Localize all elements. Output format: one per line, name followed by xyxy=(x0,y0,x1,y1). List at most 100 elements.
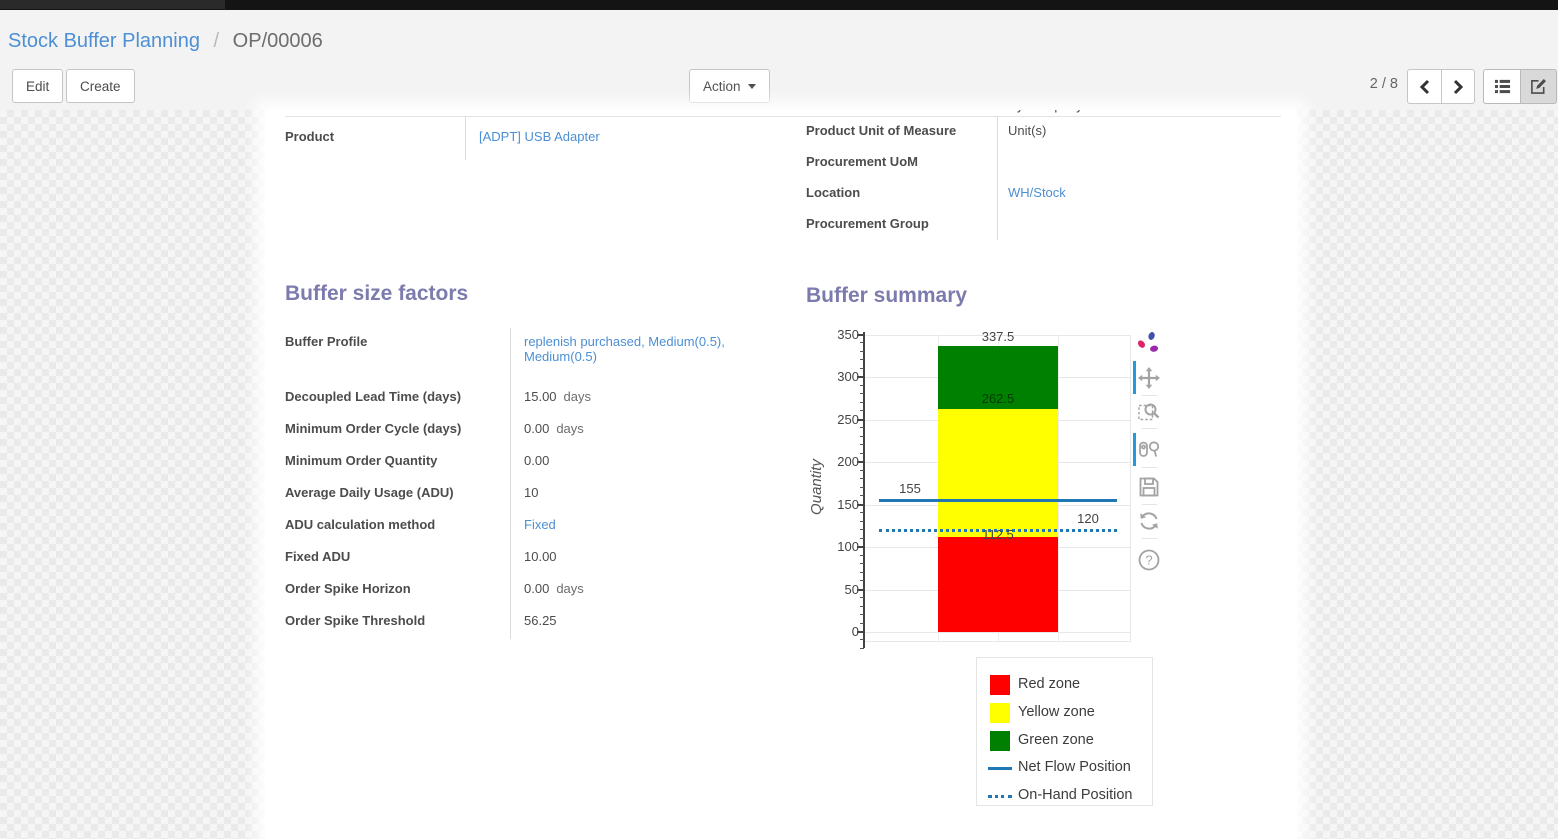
modebar-active-indicator xyxy=(1133,433,1136,466)
y-minor-tick xyxy=(860,529,864,531)
field-value[interactable]: WH/Stock xyxy=(997,178,1280,209)
y-minor-tick xyxy=(860,410,864,412)
field-label: Average Daily Usage (ADU) xyxy=(285,485,454,500)
legend-item[interactable]: Red zone xyxy=(977,674,1152,698)
list-view-button[interactable] xyxy=(1483,69,1520,104)
field-value[interactable]: Fixed xyxy=(510,511,777,543)
y-tick-label: 150 xyxy=(837,496,859,512)
svg-text:?: ? xyxy=(1145,553,1152,568)
create-button-label: Create xyxy=(80,78,121,94)
legend-label: Green zone xyxy=(1018,732,1094,748)
y-minor-tick xyxy=(860,639,864,641)
field-label: Decoupled Lead Time (days) xyxy=(285,389,462,404)
y-minor-tick xyxy=(860,537,864,539)
breadcrumb-parent-link[interactable]: Stock Buffer Planning xyxy=(8,30,200,52)
pager-value[interactable]: 2 / 8 xyxy=(1369,76,1398,92)
top-navbar-left-segment xyxy=(0,0,225,9)
field-label: Minimum Order Quantity xyxy=(285,453,438,468)
y-minor-tick xyxy=(860,452,864,454)
field-value: 10.00 xyxy=(510,543,777,575)
line-value-label: 155 xyxy=(899,481,921,497)
plotly-logo-icon[interactable] xyxy=(1136,330,1162,356)
y-minor-tick xyxy=(860,571,864,573)
field-unit: days xyxy=(556,581,584,596)
y-axis-line xyxy=(863,332,865,648)
y-tick-label: 200 xyxy=(837,454,859,470)
y-major-tick xyxy=(857,588,864,591)
edit-button[interactable]: Edit xyxy=(12,69,64,103)
field-row: Decoupled Lead Time (days) 15.00 days xyxy=(285,383,777,415)
field-row: Order Spike Threshold 56.25 xyxy=(285,607,777,639)
green-zone-bar xyxy=(938,345,1058,410)
legend-item[interactable]: On-Hand Position xyxy=(977,785,1152,809)
help-icon[interactable]: ? xyxy=(1136,547,1162,573)
net-flow-position-line xyxy=(879,499,1117,503)
y-minor-tick xyxy=(860,478,864,480)
legend-item[interactable]: Green zone xyxy=(977,730,1152,754)
pager-nav xyxy=(1407,69,1475,104)
y-minor-tick xyxy=(860,622,864,624)
create-button[interactable]: Create xyxy=(66,69,135,103)
reset-axes-icon[interactable] xyxy=(1136,508,1162,534)
gridline xyxy=(865,335,1130,336)
y-minor-tick xyxy=(860,384,864,386)
legend-label: Net Flow Position xyxy=(1018,759,1131,775)
plot-area[interactable]: 155 120 337.5 262.5 112.5 xyxy=(865,329,1131,642)
legend-swatch xyxy=(988,767,1012,770)
field-value[interactable]: replenish purchased, Medium(0.5), Medium… xyxy=(510,328,777,383)
y-minor-tick xyxy=(860,554,864,556)
field-value[interactable]: [ADPT] USB Adapter xyxy=(465,116,735,160)
red-zone-bar xyxy=(938,536,1058,632)
field-value xyxy=(997,147,1280,178)
legend-label: On-Hand Position xyxy=(1018,787,1133,803)
on-hand-position-line xyxy=(879,529,1117,533)
view-switcher xyxy=(1483,69,1557,104)
y-major-tick xyxy=(857,334,864,336)
y-tick-label: 50 xyxy=(844,581,859,597)
field-row: Procurement Group xyxy=(806,209,1280,240)
field-value xyxy=(997,209,1280,240)
field-row: ADU calculation method Fixed xyxy=(285,511,777,543)
legend-item[interactable]: Yellow zone xyxy=(977,702,1152,726)
box-zoom-icon[interactable] xyxy=(1136,398,1162,424)
modebar-separator xyxy=(1142,538,1157,539)
line-value-label: 120 xyxy=(1077,511,1099,527)
field-label: Product xyxy=(285,129,335,144)
list-view-icon xyxy=(1494,79,1510,94)
gridline xyxy=(865,632,1130,633)
field-row: Procurement UoM xyxy=(806,147,1280,178)
field-row: Minimum Order Cycle (days) 0.00 days xyxy=(285,415,777,447)
y-axis-title: Quantity xyxy=(808,459,825,515)
field-row: Minimum Order Quantity 0.00 xyxy=(285,447,777,479)
section-title-buffer-summary: Buffer summary xyxy=(806,284,968,307)
compare-hover-icon[interactable] xyxy=(1136,437,1162,463)
y-minor-tick xyxy=(860,401,864,403)
y-minor-tick xyxy=(860,605,864,607)
legend-label: Red zone xyxy=(1018,676,1081,692)
legend-item[interactable]: Net Flow Position xyxy=(977,757,1152,781)
y-minor-tick xyxy=(860,647,864,649)
field-label: Procurement Group xyxy=(806,216,929,231)
form-view-button[interactable] xyxy=(1520,69,1557,104)
field-value: 10 xyxy=(510,479,777,511)
legend-swatch xyxy=(990,675,1010,695)
section-title-buffer-size-factors: Buffer size factors xyxy=(285,282,469,305)
save-chart-icon[interactable] xyxy=(1136,474,1162,500)
bar-annotation: 262.5 xyxy=(981,391,1015,407)
y-minor-tick xyxy=(860,469,864,471)
modebar-separator xyxy=(1142,467,1157,468)
pan-icon[interactable] xyxy=(1136,365,1162,391)
clipped-company-value: My Company xyxy=(1006,110,1146,116)
field-value: 0.00 xyxy=(510,447,777,479)
y-minor-tick xyxy=(860,350,864,352)
pager-previous-button[interactable] xyxy=(1407,69,1441,104)
field-value: 56.25 xyxy=(510,607,777,639)
action-dropdown-button[interactable]: Action xyxy=(689,69,770,103)
y-minor-tick xyxy=(860,435,864,437)
field-row: Buffer Profile replenish purchased, Mediu… xyxy=(285,328,777,383)
field-unit: days xyxy=(563,389,592,404)
pager-next-button[interactable] xyxy=(1441,69,1475,104)
legend-label: Yellow zone xyxy=(1018,704,1095,720)
field-value: Unit(s) xyxy=(997,116,1280,147)
